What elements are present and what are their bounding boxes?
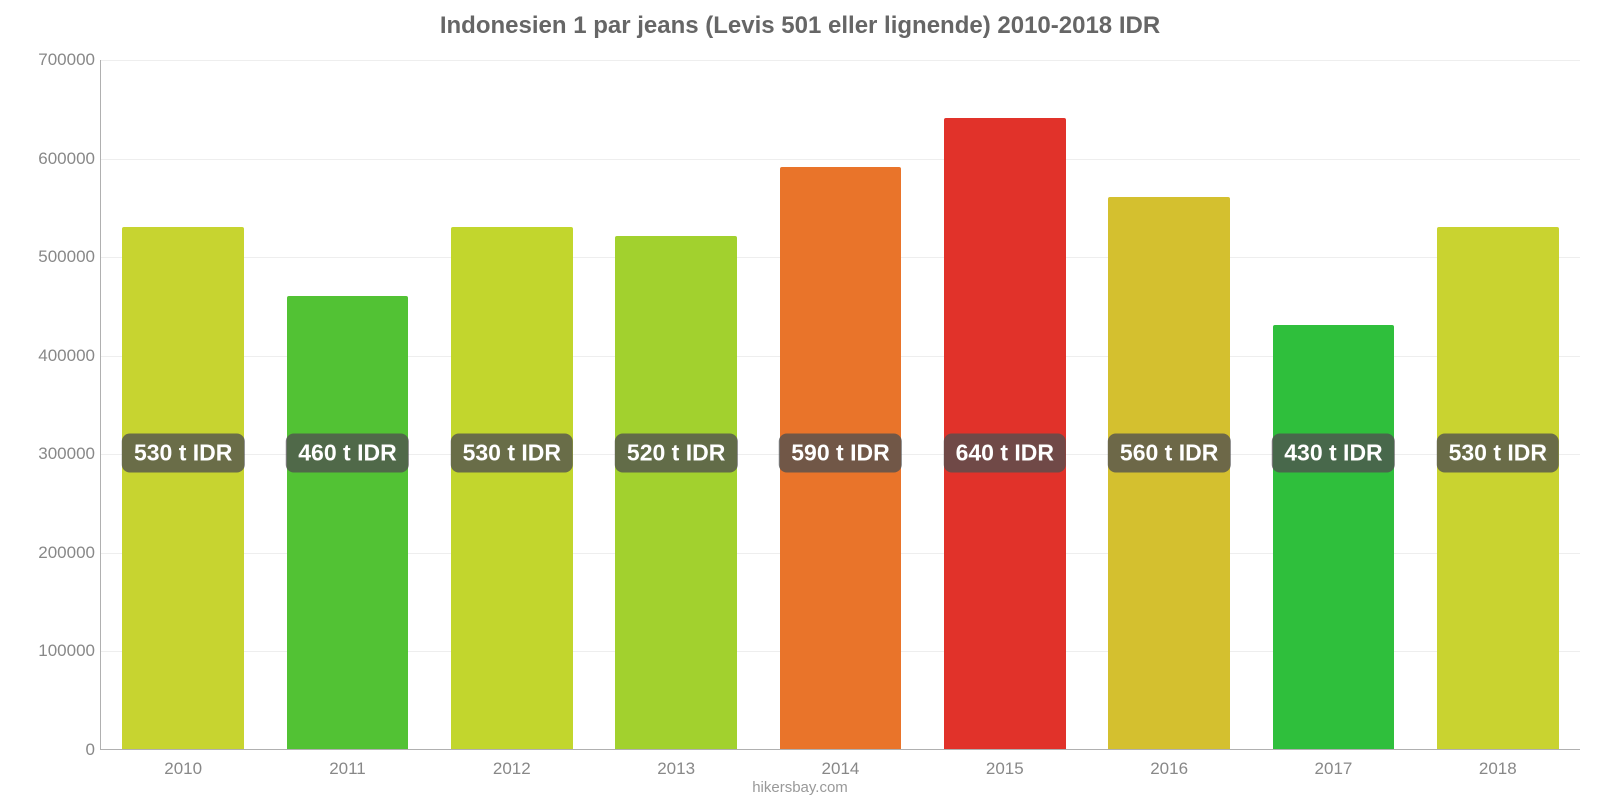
bar-slot: 460 t IDR2011 (265, 60, 429, 749)
x-tick-label: 2017 (1315, 759, 1353, 779)
x-tick-label: 2015 (986, 759, 1024, 779)
bar-value-label: 530 t IDR (122, 434, 244, 473)
bar-value-label: 530 t IDR (451, 434, 573, 473)
bar-slot: 590 t IDR2014 (758, 60, 922, 749)
chart-footer: hikersbay.com (0, 779, 1600, 796)
bar-chart: Indonesien 1 par jeans (Levis 501 eller … (0, 0, 1600, 800)
bar (451, 227, 573, 749)
bars-container: 530 t IDR2010460 t IDR2011530 t IDR20125… (101, 60, 1580, 749)
bar-value-label: 560 t IDR (1108, 434, 1230, 473)
y-tick-label: 600000 (0, 149, 95, 169)
bar (1108, 197, 1230, 749)
x-tick-label: 2016 (1150, 759, 1188, 779)
bar (122, 227, 244, 749)
bar (1437, 227, 1559, 749)
bar (615, 236, 737, 749)
bar-value-label: 590 t IDR (779, 434, 901, 473)
plot-area: 530 t IDR2010460 t IDR2011530 t IDR20125… (100, 60, 1580, 750)
bar-value-label: 520 t IDR (615, 434, 737, 473)
bar-value-label: 430 t IDR (1272, 434, 1394, 473)
x-tick-label: 2011 (329, 759, 366, 779)
y-tick-label: 200000 (0, 543, 95, 563)
y-tick-label: 400000 (0, 346, 95, 366)
bar-slot: 520 t IDR2013 (594, 60, 758, 749)
y-tick-label: 500000 (0, 247, 95, 267)
bar-slot: 640 t IDR2015 (923, 60, 1087, 749)
x-tick-label: 2013 (657, 759, 695, 779)
bar-value-label: 460 t IDR (286, 434, 408, 473)
y-tick-label: 100000 (0, 641, 95, 661)
x-tick-label: 2012 (493, 759, 531, 779)
bar (287, 296, 409, 749)
y-tick-label: 700000 (0, 50, 95, 70)
x-tick-label: 2018 (1479, 759, 1517, 779)
chart-title: Indonesien 1 par jeans (Levis 501 eller … (0, 12, 1600, 40)
bar-slot: 560 t IDR2016 (1087, 60, 1251, 749)
bar-value-label: 530 t IDR (1437, 434, 1559, 473)
bar-slot: 530 t IDR2012 (430, 60, 594, 749)
x-tick-label: 2010 (164, 759, 202, 779)
y-tick-label: 300000 (0, 444, 95, 464)
bar-slot: 430 t IDR2017 (1251, 60, 1415, 749)
bar-value-label: 640 t IDR (944, 434, 1066, 473)
y-tick-label: 0 (0, 740, 95, 760)
bar-slot: 530 t IDR2010 (101, 60, 265, 749)
bar-slot: 530 t IDR2018 (1416, 60, 1580, 749)
bar (1273, 325, 1395, 749)
x-tick-label: 2014 (822, 759, 860, 779)
